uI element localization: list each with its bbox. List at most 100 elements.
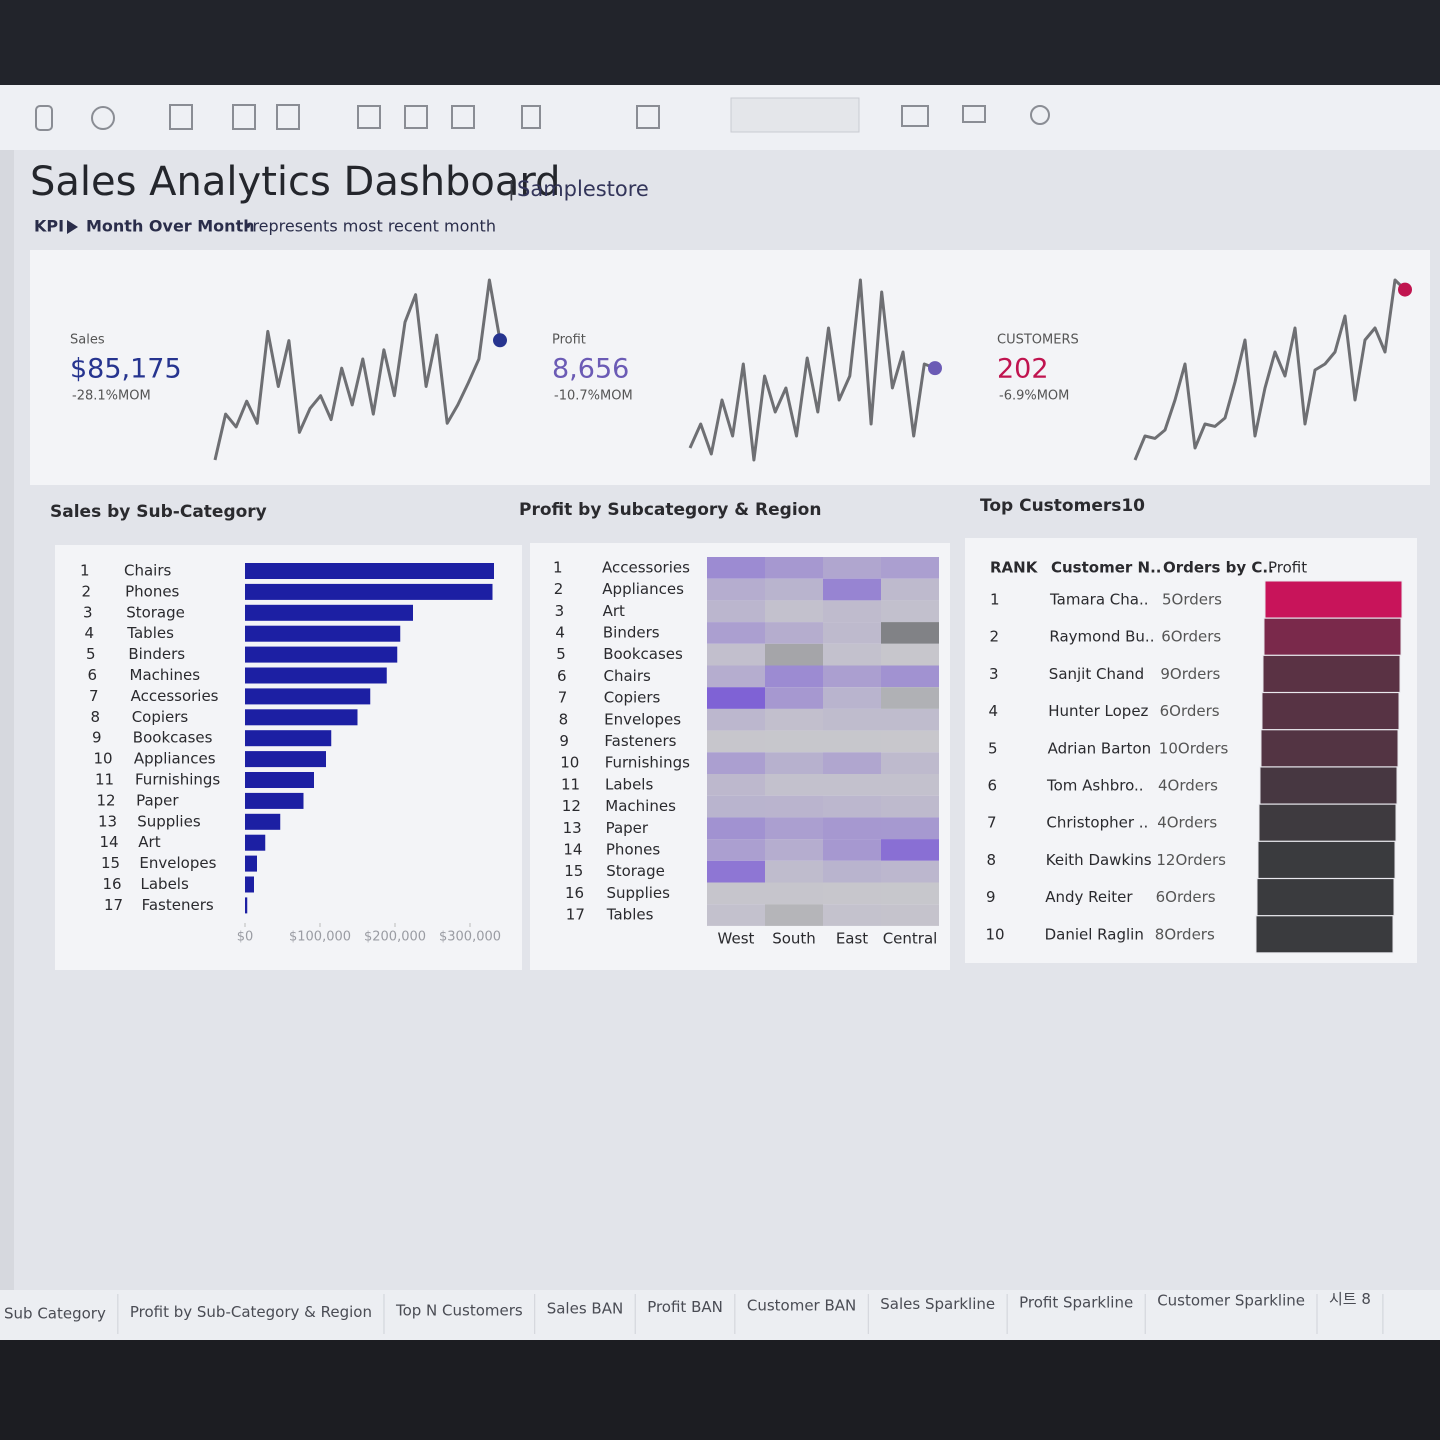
heat-cell	[707, 882, 765, 905]
heat-cell	[881, 557, 939, 579]
sheet-tab[interactable]: Top N Customers	[395, 1301, 523, 1319]
customer-name: Sanjit Chand	[1049, 665, 1144, 683]
rank-label: 8	[91, 708, 101, 726]
kpi-label: Profit	[552, 333, 586, 348]
dropdown[interactable]	[730, 97, 860, 133]
bar	[245, 813, 281, 830]
share-button[interactable]	[1030, 105, 1050, 125]
heat-cell	[823, 839, 881, 861]
profit-cell	[1263, 617, 1402, 656]
orders-cell: 6Orders	[1160, 702, 1220, 720]
rank-label: 10	[560, 754, 579, 772]
category-label: Appliances	[134, 750, 216, 768]
clear-button[interactable]	[276, 104, 300, 130]
x-tick-label: $0	[237, 930, 254, 945]
category-label: Labels	[141, 875, 189, 893]
x-tick-label: $300,000	[439, 930, 501, 945]
row-label: Binders	[603, 623, 660, 641]
customer-name: Andy Reiter	[1045, 888, 1133, 906]
customer-name: Hunter Lopez	[1048, 702, 1148, 720]
rank-label: 17	[104, 896, 123, 914]
duplicate-button[interactable]	[232, 104, 256, 130]
row-label: Supplies	[607, 884, 671, 902]
table-title: Top Customers10	[980, 496, 1145, 516]
bar	[245, 897, 248, 914]
sparkline-last-point	[493, 333, 507, 348]
customer-name: Tamara Cha..	[1049, 591, 1149, 609]
rank-label: 12	[562, 797, 581, 815]
rank-label: 3	[83, 603, 93, 621]
profit-cell	[1256, 878, 1395, 917]
bar	[245, 730, 332, 747]
orders-cell: 9Orders	[1160, 665, 1220, 683]
row-label: Copiers	[604, 689, 661, 707]
bar	[245, 709, 358, 726]
category-label: Envelopes	[139, 854, 216, 872]
heat-cell	[765, 643, 823, 666]
bezel-bottom	[0, 1340, 1440, 1440]
sheet-tab[interactable]: Sales Sparkline	[880, 1295, 995, 1313]
sparkline-last-point	[928, 361, 942, 376]
heat-cell	[765, 795, 823, 818]
rank-cell: 4	[989, 702, 999, 720]
bar	[245, 792, 304, 809]
heat-cell	[881, 730, 939, 753]
category-label: Storage	[126, 603, 185, 621]
bezel-top	[0, 0, 1440, 85]
kpi-note: Month Over Month	[86, 217, 255, 236]
sheet-tab[interactable]: Customer Sparkline	[1157, 1292, 1305, 1310]
rank-cell: 3	[989, 665, 999, 683]
bar	[245, 772, 314, 788]
heat-cell	[881, 774, 939, 796]
rank-cell: 5	[988, 739, 998, 757]
sheet-tab[interactable]: Profit Sparkline	[1019, 1293, 1133, 1311]
heat-cell	[881, 817, 939, 840]
separator: |	[508, 177, 515, 201]
rank-label: 10	[94, 750, 113, 768]
row-label: Phones	[606, 840, 660, 858]
sparkline-last-point	[1398, 282, 1412, 297]
heat-cell	[823, 665, 881, 688]
sheet-tab[interactable]: Customer BAN	[747, 1297, 856, 1315]
sheet-tab[interactable]: Profit by Sub-Category & Region	[130, 1303, 372, 1321]
show-me-button[interactable]	[901, 105, 929, 127]
sheet-tab[interactable]: Sales BAN	[547, 1300, 623, 1318]
heat-cell	[707, 730, 765, 753]
customer-name: Adrian Barton	[1048, 739, 1152, 757]
sparkline	[1133, 278, 1407, 461]
sheet-tab[interactable]: Profit BAN	[647, 1298, 723, 1316]
rank-label: 5	[86, 645, 96, 663]
rank-label: 6	[557, 667, 567, 685]
category-label: Machines	[130, 666, 201, 684]
rank-label: 7	[558, 689, 568, 707]
customer-name: Daniel Raglin	[1045, 925, 1144, 943]
rank-cell: 9	[986, 888, 996, 906]
new-sheet-button[interactable]	[169, 104, 193, 130]
kpi-suffix: •represents most recent month	[243, 217, 496, 236]
orders-cell: 5Orders	[1162, 591, 1222, 609]
profit-cell	[1264, 580, 1403, 619]
rank-label: 9	[559, 732, 569, 750]
heat-cell	[823, 752, 881, 774]
heat-cell	[881, 600, 939, 623]
heat-cell	[707, 752, 765, 774]
kpi-value: $85,175	[70, 354, 182, 385]
sheet-tab[interactable]: Sub Category	[4, 1305, 106, 1323]
kpi-change: -10.7%MOM	[554, 389, 633, 404]
category-label: Accessories	[131, 687, 219, 705]
heat-cell	[765, 730, 823, 753]
category-label: Art	[138, 833, 160, 851]
heat-cell	[881, 904, 939, 926]
sheet-tab[interactable]: 시트 8	[1329, 1290, 1371, 1308]
bar	[245, 604, 413, 621]
kpi-label: CUSTOMERS	[997, 333, 1079, 348]
bar	[245, 855, 257, 872]
rank-cell: 10	[986, 925, 1005, 943]
heat-cell	[765, 904, 823, 926]
x-tick-label: $100,000	[289, 930, 351, 945]
heat-cell	[881, 795, 939, 818]
column-header: Profit	[1268, 559, 1307, 577]
presentation-button[interactable]	[962, 105, 986, 123]
customer-name: Keith Dawkins	[1046, 851, 1152, 869]
